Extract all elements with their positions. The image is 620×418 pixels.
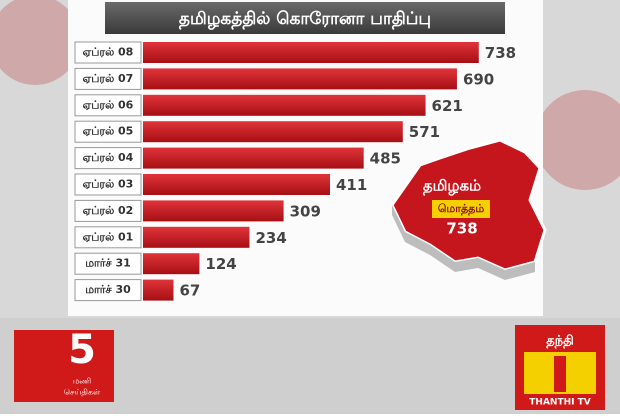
value-label: 411 bbox=[336, 176, 367, 194]
bar bbox=[143, 68, 457, 90]
category-box bbox=[74, 67, 142, 90]
lighthouse bbox=[554, 356, 566, 392]
virus-decor bbox=[0, 0, 80, 85]
bulletin-label: மணி bbox=[73, 377, 91, 386]
category-box bbox=[74, 41, 142, 64]
category-box bbox=[74, 120, 142, 143]
value-label: 67 bbox=[179, 282, 200, 300]
bulletin-number: 5 bbox=[68, 327, 96, 373]
category-label: ஏப்ரல் 04 bbox=[83, 151, 134, 164]
bulletin-label: செய்திகள் bbox=[64, 388, 101, 397]
category-box bbox=[74, 226, 142, 249]
category-label: மார்ச் 31 bbox=[85, 257, 131, 270]
bar bbox=[143, 94, 426, 116]
map-region: தமிழகம் bbox=[423, 177, 481, 196]
channel-tamil: தந்தி bbox=[546, 334, 573, 349]
bar bbox=[143, 279, 174, 301]
bar bbox=[143, 200, 284, 222]
bar bbox=[143, 253, 200, 275]
bulletin-logo bbox=[14, 330, 114, 402]
category-label: ஏப்ரல் 01 bbox=[83, 230, 134, 243]
value-label: 234 bbox=[255, 229, 286, 247]
channel-name: THANTHI TV bbox=[529, 398, 590, 408]
title-box bbox=[105, 2, 505, 34]
value-label: 690 bbox=[463, 70, 494, 88]
category-label: ஏப்ரல் 02 bbox=[83, 204, 134, 217]
value-label: 124 bbox=[205, 255, 236, 273]
value-label: 738 bbox=[485, 44, 516, 62]
category-box bbox=[74, 252, 142, 275]
bar bbox=[143, 42, 479, 63]
value-label: 621 bbox=[432, 97, 463, 115]
bar bbox=[143, 147, 364, 169]
category-label: ஏப்ரல் 05 bbox=[83, 125, 134, 138]
category-label: ஏப்ரல் 07 bbox=[83, 72, 134, 85]
category-box bbox=[74, 279, 142, 302]
virus-decor bbox=[535, 90, 620, 190]
value-label: 309 bbox=[290, 202, 321, 220]
value-label: 571 bbox=[409, 123, 440, 141]
map-total-box bbox=[432, 200, 490, 218]
value-label: 485 bbox=[370, 150, 401, 168]
bars: ஏப்ரல் 08 738 ஏப்ரல் 07 690 ஏப்ரல் 06 621 ஏப்ர… bbox=[74, 41, 516, 302]
bar bbox=[143, 226, 250, 248]
map-total: 738 bbox=[446, 220, 477, 238]
bar bbox=[143, 174, 331, 195]
category-label: ஏப்ரல் 03 bbox=[83, 178, 134, 191]
category-box bbox=[74, 173, 142, 196]
category-label: மார்ச் 30 bbox=[85, 283, 131, 296]
bar bbox=[143, 121, 403, 143]
chart-title: தமிழகத்தில் கொரோனா பாதிப்பு bbox=[179, 9, 431, 29]
category-box bbox=[74, 94, 142, 117]
map-total-label: மொத்தம் bbox=[438, 202, 484, 216]
map: தமிழகம் மொத்தம் 738 bbox=[390, 138, 547, 280]
category-label: ஏப்ரல் 06 bbox=[83, 98, 134, 111]
category-box bbox=[74, 147, 142, 170]
category-label: ஏப்ரல் 08 bbox=[83, 46, 134, 59]
category-box bbox=[74, 199, 142, 222]
